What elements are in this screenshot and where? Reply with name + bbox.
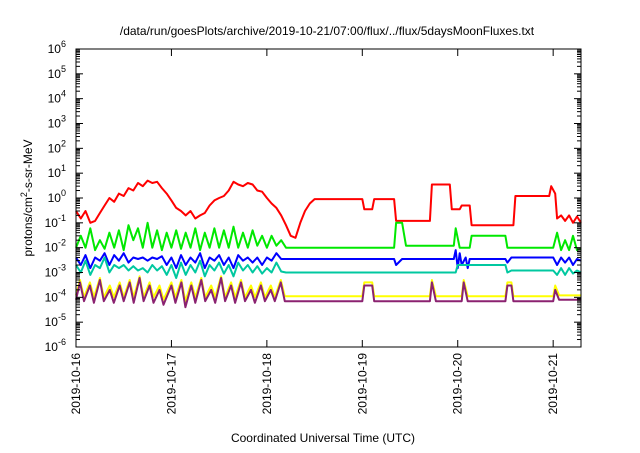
series-line-4 xyxy=(75,256,582,279)
chart-title: /data/run/goesPlots/archive/2019-10-21/0… xyxy=(120,24,535,38)
plot-frame xyxy=(75,48,582,348)
x-tick-label: 2019-10-21 xyxy=(546,353,560,415)
series-line-2 xyxy=(75,221,582,252)
y-tick-label: 10-1 xyxy=(45,213,66,230)
series-layer xyxy=(75,179,582,309)
y-axis: 10-6 10-5 10-4 10-3 10-2 10-1 100 101 102 103 104 1… xyxy=(45,39,581,354)
y-tick-label: 100 xyxy=(48,188,66,205)
x-axis-label: Coordinated Universal Time (UTC) xyxy=(231,431,415,445)
y-tick-label: 10-2 xyxy=(45,238,66,255)
y-tick-label: 106 xyxy=(48,39,66,56)
y-tick-label: 103 xyxy=(48,114,66,131)
x-tick-label: 2019-10-19 xyxy=(355,353,369,415)
y-axis-label-rest: -s-sr-MeV xyxy=(21,139,35,192)
y-tick-label: 10-6 xyxy=(45,337,66,354)
x-axis: 2019-10-16 2019-10-17 2019-10-18 2019-10-19… xyxy=(69,49,560,414)
y-tick-label: 10-3 xyxy=(45,263,66,280)
y-tick-label: 10-5 xyxy=(45,312,66,329)
y-tick-label: 105 xyxy=(48,64,66,81)
y-tick-label: 10-4 xyxy=(45,287,66,304)
y-tick-label: 104 xyxy=(48,89,66,106)
y-tick-label: 101 xyxy=(48,163,66,180)
y-axis-label-base: protons/cm xyxy=(21,197,35,256)
x-tick-label: 2019-10-16 xyxy=(69,353,83,415)
x-tick-label: 2019-10-18 xyxy=(260,353,274,415)
y-tick-label: 102 xyxy=(48,138,66,155)
x-tick-label: 2019-10-20 xyxy=(451,353,465,415)
y-axis-label-sup: 2 xyxy=(19,192,29,197)
x-tick-label: 2019-10-17 xyxy=(164,353,178,415)
series-line-3 xyxy=(75,249,582,270)
series-line-6 xyxy=(75,277,581,309)
series-line-1 xyxy=(75,179,582,239)
y-axis-label: protons/cm2-s-sr-MeV xyxy=(19,139,35,256)
